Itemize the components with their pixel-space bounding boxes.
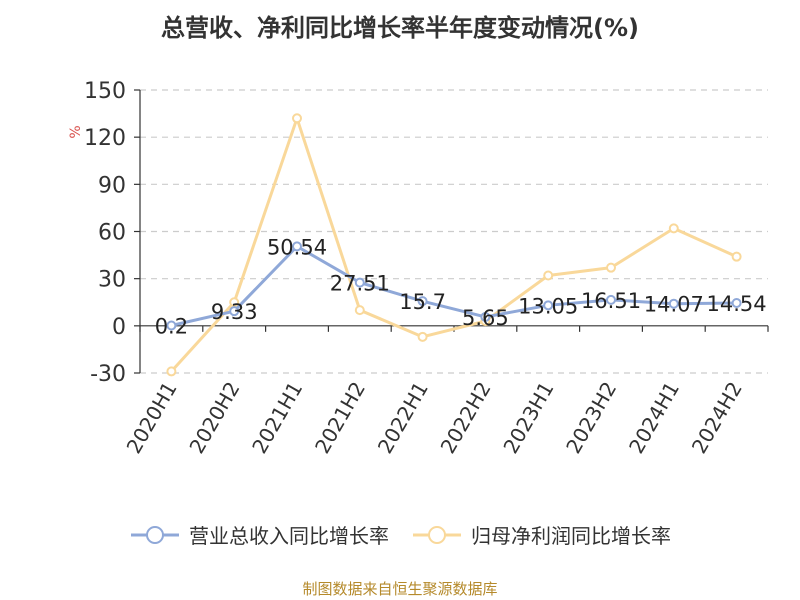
point-profit: [606, 262, 616, 273]
legend-item-profit[interactable]: 归母净利润同比增长率: [411, 520, 671, 549]
y-tick-label: 0: [112, 315, 126, 340]
x-tick-label: 2023H2: [561, 378, 621, 458]
chart-title: 总营收、净利同比增长率半年度变动情况(%): [161, 14, 639, 42]
legend-item-revenue[interactable]: 营业总收入同比增长率: [129, 520, 389, 549]
point-revenue: [480, 311, 491, 322]
legend-label-profit: 归母净利润同比增长率: [471, 524, 671, 548]
point-revenue: [731, 297, 742, 308]
point-profit: [417, 331, 428, 342]
data-label-revenue: 14.54: [707, 292, 767, 316]
series-layer: [166, 113, 742, 377]
data-label-revenue: 16.51: [581, 289, 641, 313]
x-tick-label: 2020H1: [122, 378, 182, 458]
data-label-revenue: 0.2: [155, 315, 188, 339]
point-revenue: [417, 296, 428, 307]
legend-marker-revenue: [131, 525, 179, 544]
data-label-revenue: 5.65: [462, 306, 509, 330]
legend-marker-profit: [413, 525, 461, 544]
y-tick-label: 90: [98, 173, 126, 198]
y-axis-unit-label: %: [68, 125, 84, 138]
point-profit: [166, 366, 177, 377]
y-tick-label: 120: [84, 126, 126, 151]
point-revenue: [166, 320, 177, 331]
data-label-revenue: 15.7: [399, 290, 446, 314]
y-tick-label: 30: [98, 268, 126, 293]
legend-label-revenue: 营业总收入同比增长率: [189, 524, 389, 548]
data-label-revenue: 13.05: [518, 294, 578, 318]
point-revenue: [606, 294, 616, 305]
x-tick-label: 2020H2: [184, 378, 244, 458]
y-tick-label: -30: [90, 362, 126, 387]
point-profit: [354, 305, 365, 316]
x-tick-label: 2022H1: [373, 378, 433, 458]
point-revenue: [354, 277, 365, 288]
point-revenue: [229, 306, 240, 317]
x-tick-label: 2023H1: [498, 378, 558, 458]
x-tick-label: 2021H2: [310, 378, 370, 458]
data-label-revenue: 14.07: [644, 293, 704, 317]
data-label-revenue: 50.54: [267, 235, 327, 259]
source-note: 制图数据来自恒生聚源数据库: [302, 580, 498, 598]
point-profit: [292, 113, 302, 124]
data-label-revenue: 9.33: [211, 300, 258, 324]
data-label-revenue: 27.51: [330, 272, 390, 296]
point-revenue: [292, 241, 302, 252]
x-tick-label: 2022H2: [436, 378, 496, 458]
y-tick-label: 150: [84, 79, 126, 104]
axes: -30 0 30 60 90 120 150% 2020H1 2020H2 2021H1 2021H…: [68, 79, 769, 458]
point-profit: [543, 270, 554, 281]
x-tick-label: 2024H2: [687, 378, 747, 458]
grid-lines: [140, 89, 768, 374]
point-profit: [668, 223, 679, 234]
series-line-revenue: [171, 244, 737, 327]
x-tick-label: 2024H1: [624, 378, 684, 458]
point-profit: [731, 251, 742, 262]
y-tick-label: 60: [98, 221, 126, 246]
legend: 营业总收入同比增长率 归母净利润同比增长率: [0, 520, 800, 549]
point-revenue: [668, 298, 679, 309]
point-revenue: [543, 300, 554, 311]
x-tick-label: 2021H1: [247, 378, 307, 458]
series-line-profit: [170, 116, 738, 373]
